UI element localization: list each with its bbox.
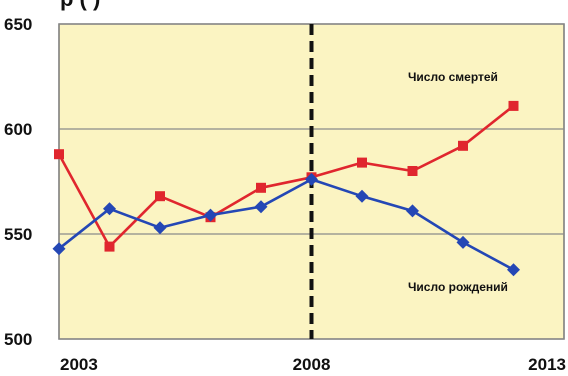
point-deaths-2004: [104, 241, 115, 252]
point-births-2008: [305, 172, 318, 186]
point-births-2005: [153, 221, 167, 235]
x-tick-2013: 2013: [528, 355, 566, 374]
point-deaths-2011: [458, 140, 468, 151]
tick-labels: 650 600 550 500 2003 2008 2013: [4, 15, 566, 374]
deaths-annotation: Число смертей: [408, 70, 498, 84]
x-tick-2003: 2003: [60, 355, 98, 374]
y-tick-600: 600: [4, 120, 32, 139]
y-tick-550: 550: [4, 225, 32, 244]
point-births-2007: [254, 200, 268, 214]
series-layer: [52, 100, 520, 277]
point-births-2012: [507, 263, 520, 277]
series-births: [52, 172, 520, 277]
point-births-2003: [52, 242, 66, 256]
y-tick-650: 650: [4, 15, 32, 34]
point-deaths-2007: [256, 182, 266, 193]
births-annotation: Число рождений: [408, 280, 508, 294]
x-tick-2008: 2008: [293, 355, 331, 374]
point-births-2011: [456, 235, 470, 249]
series-line-deaths: [57, 104, 515, 248]
point-deaths-2010: [407, 166, 418, 176]
series-deaths: [54, 100, 519, 252]
point-deaths-2003: [54, 149, 64, 160]
chart-title-fragment: р ( ): [60, 0, 100, 11]
point-deaths-2012: [508, 100, 519, 111]
series-line-births: [58, 178, 515, 271]
point-births-2010: [406, 204, 419, 218]
point-births-2004: [103, 202, 116, 216]
point-deaths-2009: [357, 157, 367, 168]
point-births-2006: [204, 208, 217, 222]
y-tick-500: 500: [4, 330, 32, 349]
point-births-2009: [355, 189, 369, 203]
point-deaths-2005: [155, 191, 165, 202]
